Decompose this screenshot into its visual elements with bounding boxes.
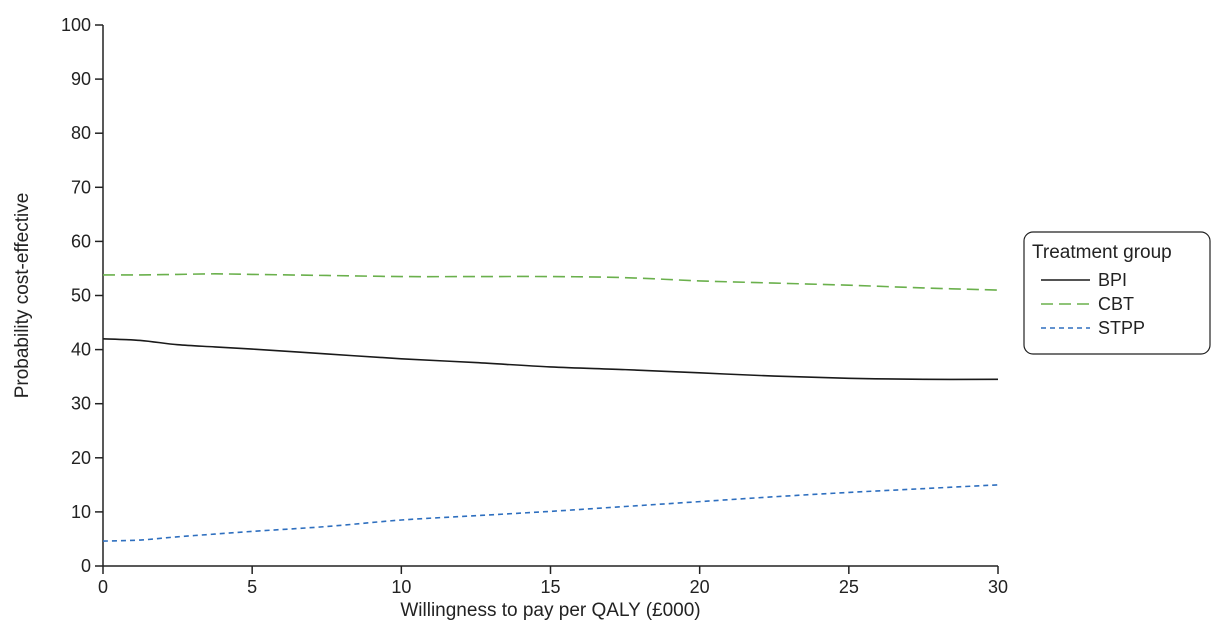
x-tick-label: 25	[839, 577, 859, 597]
x-tick-label: 10	[391, 577, 411, 597]
series-line-bpi	[102, 337, 999, 381]
y-tick-label: 0	[81, 556, 91, 576]
y-tick-label: 30	[71, 394, 91, 414]
y-tick-label: 100	[61, 15, 91, 35]
x-tick-label: 20	[690, 577, 710, 597]
axes: 0 10 20 30 40 50 60 70 80 90 100 0 5 10 15 20 25 30	[61, 15, 1008, 597]
series-line-cbt	[102, 273, 999, 291]
legend-items: BPI CBT STPP	[1041, 270, 1145, 338]
y-tick-label: 50	[71, 286, 91, 306]
y-tick-label: 40	[71, 340, 91, 360]
y-tick-label: 20	[71, 448, 91, 468]
legend-box	[1023, 231, 1211, 355]
series-line-stpp	[102, 484, 999, 542]
legend-label-bpi: BPI	[1098, 270, 1127, 290]
y-tick-label: 90	[71, 69, 91, 89]
legend-title: Treatment group	[1032, 242, 1172, 263]
y-axis-title: Probability cost-effective	[12, 193, 33, 399]
x-axis-title: Willingness to pay per QALY (£000)	[400, 600, 700, 621]
x-tick-label: 5	[247, 577, 257, 597]
x-tick-label: 0	[98, 577, 108, 597]
legend: Treatment group BPI CBT STPP	[1023, 231, 1211, 355]
x-tick-label: 30	[988, 577, 1008, 597]
series-layer	[102, 273, 999, 542]
y-tick-label: 10	[71, 502, 91, 522]
y-tick-label: 80	[71, 123, 91, 143]
x-tick-label: 15	[540, 577, 560, 597]
legend-label-stpp: STPP	[1098, 318, 1145, 338]
y-tick-label: 70	[71, 177, 91, 197]
legend-label-cbt: CBT	[1098, 294, 1134, 314]
y-tick-label: 60	[71, 231, 91, 251]
